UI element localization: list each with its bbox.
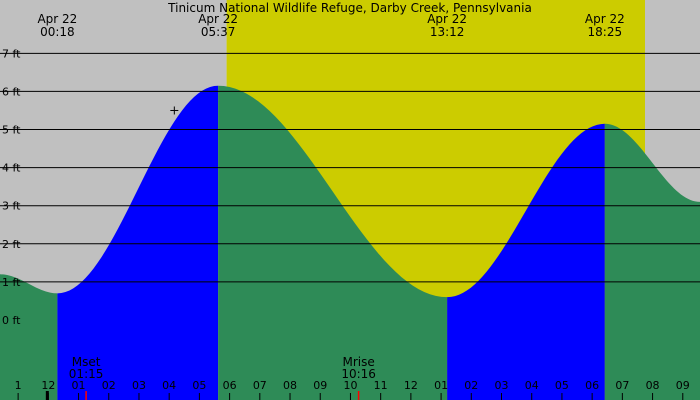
x-tick-label: 07: [615, 379, 629, 392]
x-tick-label: 02: [464, 379, 478, 392]
x-tick-label: 06: [223, 379, 237, 392]
x-tick-label: 12: [404, 379, 418, 392]
falling-tide-segment: [218, 85, 448, 400]
x-tick-label: 01: [72, 379, 86, 392]
x-tick-label: 01: [434, 379, 448, 392]
x-tick-label: 11: [374, 379, 388, 392]
y-tick-label: 0 ft: [2, 314, 21, 327]
x-tick-label: 08: [646, 379, 660, 392]
x-tick-label: 08: [283, 379, 297, 392]
y-tick-label: 3 ft: [2, 200, 21, 213]
moon-event-time: 01:15: [69, 367, 104, 381]
midnight-marker: [45, 391, 49, 400]
x-tick-label: 07: [253, 379, 267, 392]
tide-event-date: Apr 22: [585, 12, 625, 26]
x-tick-label: 1: [15, 379, 22, 392]
y-axis-labels: 0 ft 1 ft 2 ft 3 ft 4 ft 5 ft 6 ft 7 ft: [2, 47, 21, 327]
chart-title: Tinicum National Wildlife Refuge, Darby …: [167, 1, 532, 15]
rising-tide-segment: [57, 85, 219, 400]
y-tick-label: 1 ft: [2, 276, 21, 289]
rising-tide-segment: [447, 123, 605, 400]
tide-event-time: 13:12: [430, 25, 465, 39]
y-tick-label: 5 ft: [2, 124, 21, 137]
y-tick-label: 2 ft: [2, 238, 21, 251]
tide-event-time: 00:18: [40, 25, 75, 39]
tide-area: [0, 85, 700, 400]
x-tick-label: 03: [132, 379, 146, 392]
moon-event-label: Mset: [72, 355, 101, 369]
x-tick-label: 04: [525, 379, 539, 392]
y-tick-label: 6 ft: [2, 85, 21, 98]
tide-event-date: Apr 22: [427, 12, 467, 26]
moon-event-time: 10:16: [341, 367, 376, 381]
x-tick-label: 12: [41, 379, 55, 392]
x-tick-label: 05: [555, 379, 569, 392]
x-tick-label: 04: [162, 379, 176, 392]
tide-event-date: Apr 22: [37, 12, 77, 26]
x-tick-label: 09: [676, 379, 690, 392]
y-tick-label: 7 ft: [2, 47, 21, 60]
x-tick-label: 02: [102, 379, 116, 392]
tide-event-time: 18:25: [588, 25, 623, 39]
chart-markers: [45, 106, 179, 400]
moon-event-label: Mrise: [342, 355, 374, 369]
tide-event-time: 05:37: [201, 25, 236, 39]
x-tick-label: 05: [192, 379, 206, 392]
x-tick-label: 03: [495, 379, 509, 392]
y-tick-label: 4 ft: [2, 162, 21, 175]
x-tick-label: 06: [585, 379, 599, 392]
x-axis-ticks: 1 12 01 02 03 04 05 06 07 08 09 10 11 12 01 02 03 04 05 06 0…: [15, 379, 690, 400]
x-tick-label: 09: [313, 379, 327, 392]
x-tick-label: 10: [343, 379, 357, 392]
falling-tide-segment: [604, 123, 700, 400]
tide-event-date: Apr 22: [198, 12, 238, 26]
falling-tide-segment: [0, 274, 58, 400]
height-gridlines: [0, 52, 700, 283]
